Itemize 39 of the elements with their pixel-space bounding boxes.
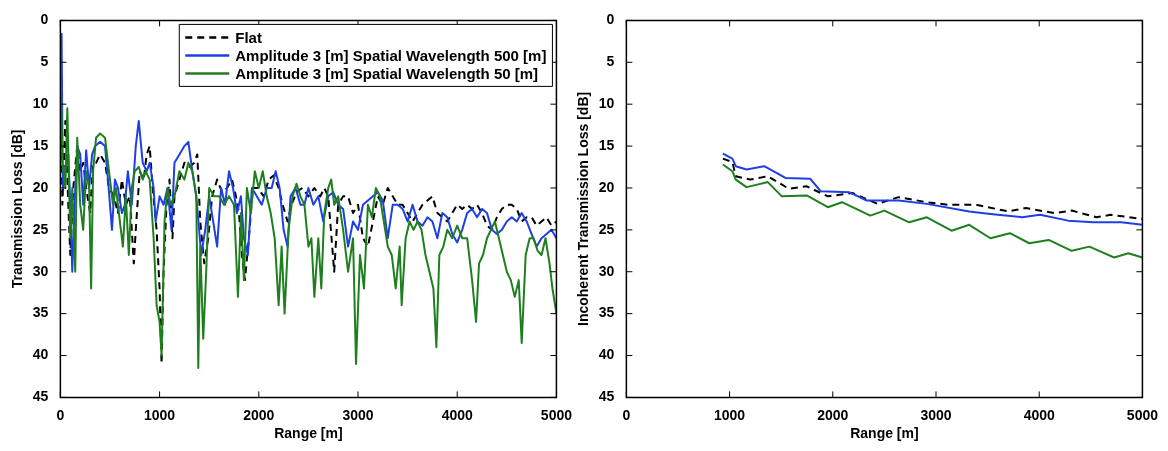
y-tick-label: 0 — [606, 11, 615, 28]
y-tick-label: 30 — [32, 262, 49, 279]
y-tick-label: 40 — [598, 346, 615, 363]
x-axis-title: Range [m] — [274, 425, 343, 442]
x-tick-label: 0 — [56, 406, 65, 423]
y-tick-label: 45 — [32, 388, 49, 405]
y-tick-label: 35 — [598, 304, 615, 321]
y-tick-label: 10 — [32, 95, 49, 112]
y-tick-label: 35 — [32, 304, 49, 321]
y-tick-label: 20 — [598, 178, 615, 195]
legend-label: Flat — [235, 28, 262, 46]
x-tick-label: 4000 — [1023, 406, 1055, 423]
y-tick-label: 40 — [32, 346, 49, 363]
x-tick-label: 3000 — [920, 406, 952, 423]
y-tick-label: 45 — [598, 388, 615, 405]
x-tick-label: 2000 — [817, 406, 849, 423]
x-tick-label: 0 — [622, 406, 631, 423]
x-tick-label: 5000 — [540, 406, 573, 423]
legend-label: Amplitude 3 [m] Spatial Wavelength 500 [m] — [235, 46, 547, 64]
x-tick-label: 2000 — [243, 406, 275, 423]
y-tick-label: 30 — [598, 262, 615, 279]
x-tick-label: 1000 — [144, 406, 176, 423]
y-tick-label: 25 — [598, 220, 615, 237]
y-tick-label: 0 — [40, 11, 49, 28]
x-tick-label: 4000 — [441, 406, 473, 423]
y-axis-title: Incoherent Transmission Loss [dB] — [575, 91, 592, 326]
x-tick-label: 3000 — [342, 406, 374, 423]
y-tick-label: 15 — [598, 136, 615, 153]
y-tick-label: 25 — [32, 220, 49, 237]
y-tick-label: 5 — [606, 53, 615, 70]
y-axis-title: Transmission Loss [dB] — [9, 129, 26, 289]
x-tick-label: 5000 — [1126, 406, 1159, 423]
x-axis-title: Range [m] — [850, 425, 919, 442]
x-tick-label: 1000 — [714, 406, 746, 423]
y-tick-label: 15 — [32, 136, 49, 153]
y-tick-label: 10 — [598, 95, 615, 112]
y-tick-label: 20 — [32, 178, 49, 195]
legend-label: Amplitude 3 [m] Spatial Wavelength 50 [m] — [235, 64, 539, 82]
y-tick-label: 5 — [40, 53, 49, 70]
